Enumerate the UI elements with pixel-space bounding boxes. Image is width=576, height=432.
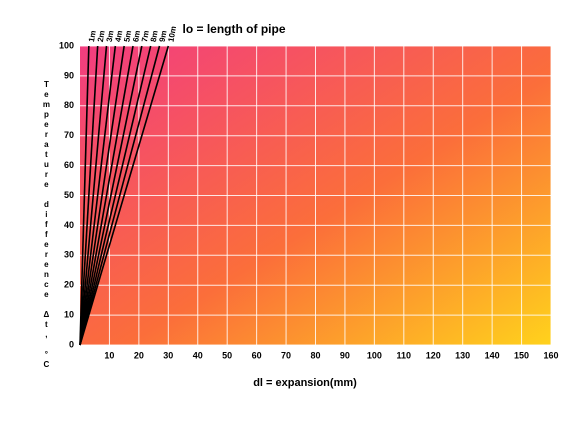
legend-label: 5m xyxy=(122,30,133,43)
x-tick-label: 110 xyxy=(397,350,412,360)
y-tick-label: 70 xyxy=(64,130,74,140)
legend-label: 8m xyxy=(149,30,160,43)
legend-label: 4m xyxy=(114,30,125,43)
x-tick-label: 140 xyxy=(485,350,500,360)
legend-label: 3m xyxy=(105,30,116,43)
series-line xyxy=(79,45,108,346)
series-line xyxy=(79,45,134,346)
x-tick-label: 30 xyxy=(163,350,173,360)
series-line xyxy=(79,45,125,346)
legend-label: 6m xyxy=(131,30,142,43)
x-tick-label: 130 xyxy=(455,350,470,360)
series-line xyxy=(79,45,117,346)
legend-label: 7m xyxy=(140,30,151,43)
x-tick-label: 10 xyxy=(104,350,114,360)
y-tick-label: 20 xyxy=(64,280,74,290)
x-tick-label: 40 xyxy=(193,350,203,360)
x-tick-label: 100 xyxy=(367,350,382,360)
x-tick-label: 60 xyxy=(252,350,262,360)
y-tick-label: 80 xyxy=(64,100,74,110)
series-line xyxy=(79,45,143,346)
series-line xyxy=(79,45,170,346)
legend-label: 2m xyxy=(96,30,107,43)
x-tick-label: 120 xyxy=(426,350,441,360)
y-tick-label: 30 xyxy=(64,250,74,260)
series-line xyxy=(79,45,152,346)
y-tick-label: 100 xyxy=(59,40,74,50)
series-line xyxy=(79,45,90,346)
x-tick-label: 80 xyxy=(310,350,320,360)
series-line xyxy=(79,45,99,346)
y-tick-label: 0 xyxy=(69,339,74,349)
y-tick-label: 40 xyxy=(64,220,74,230)
y-tick-label: 90 xyxy=(64,70,74,80)
y-tick-label: 50 xyxy=(64,190,74,200)
y-axis-label: Temperature difference Δt, °C xyxy=(42,80,51,370)
y-tick-label: 10 xyxy=(64,309,74,319)
x-tick-label: 90 xyxy=(340,350,350,360)
legend-label: 1m xyxy=(87,30,98,43)
legend-label: 10m xyxy=(166,25,178,42)
y-tick-label: 60 xyxy=(64,160,74,170)
x-axis-label: dl = expansion(mm) xyxy=(253,377,357,389)
legend-label: 9m xyxy=(158,30,169,43)
x-tick-label: 50 xyxy=(222,350,232,360)
x-tick-label: 150 xyxy=(514,350,529,360)
x-tick-label: 160 xyxy=(543,350,558,360)
x-tick-label: 70 xyxy=(281,350,291,360)
chart-title: lo = length of pipe xyxy=(183,22,286,36)
series-line xyxy=(79,45,161,346)
x-tick-label: 20 xyxy=(134,350,144,360)
